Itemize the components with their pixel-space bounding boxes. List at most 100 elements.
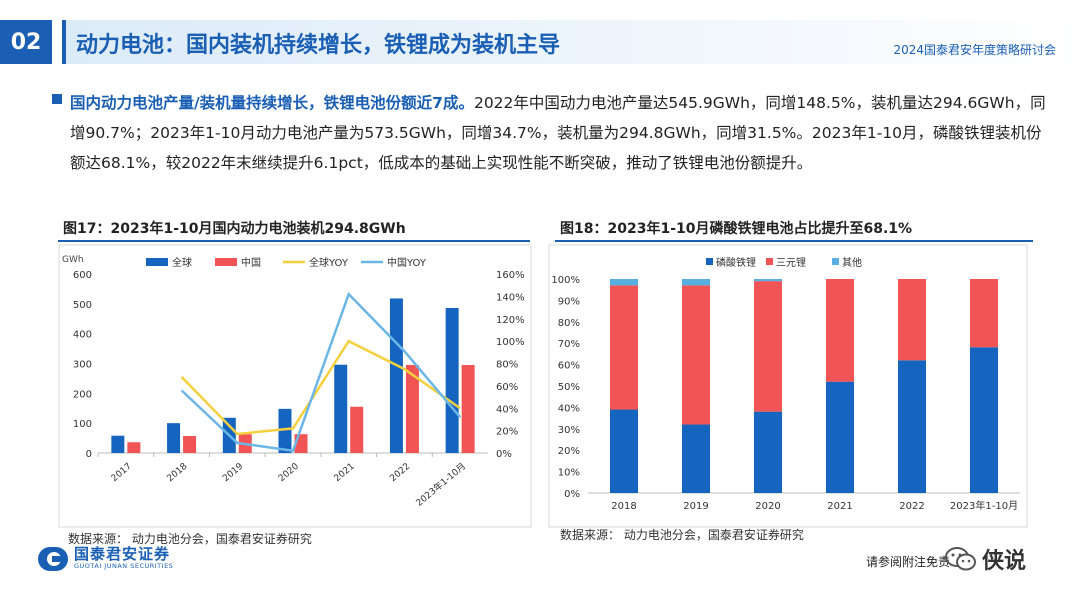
section-number-badge: 02 xyxy=(0,20,52,64)
chart18-bar-其他 xyxy=(610,279,638,286)
chart17-ytick-right: 0% xyxy=(496,449,512,460)
chart18-legend-swatch xyxy=(832,258,839,265)
chart17-line-全球YOY xyxy=(180,339,461,436)
chart-lfp-share: 0% 10% 20% 30% 40% 50% 60% 70% 80% 90% 100% 2018 201… xyxy=(548,244,1028,528)
chart18-ytick: 80% xyxy=(558,318,580,329)
wechat-watermark: 侠说 xyxy=(944,543,1026,575)
chart17-ytick-left: 200 xyxy=(73,389,92,400)
chart18-ytick: 50% xyxy=(558,382,580,393)
logo-mark-icon xyxy=(38,546,68,571)
wechat-icon xyxy=(945,547,976,571)
page-title: 动力电池：国内装机持续增长，铁锂成为装机主导 xyxy=(76,33,561,58)
chart18-x-label: 2022 xyxy=(899,501,924,512)
chart18-bar-三元锂 xyxy=(682,285,710,425)
chart17-ytick-left: 400 xyxy=(73,330,92,341)
chart18-x-label: 2020 xyxy=(755,501,780,512)
chart18-ytick: 100% xyxy=(551,275,580,286)
chart17-legend-label: 全球YOY xyxy=(309,256,349,269)
title-bar-background xyxy=(62,20,1080,64)
chart18-bar-三元锂 xyxy=(826,279,854,382)
chart18-ytick: 20% xyxy=(558,446,580,457)
figure17-title: 图17：2023年1-10月国内动力电池装机294.8GWh xyxy=(63,221,406,237)
chart17-ytick-right: 40% xyxy=(496,404,518,415)
figure18-source: 数据来源： 动力电池分会，国泰君安证券研究 xyxy=(560,528,804,542)
chart18-bar-其他 xyxy=(682,279,710,286)
chart17-ytick-left: 500 xyxy=(73,300,92,311)
figure18-divider xyxy=(555,240,1033,242)
chart18-bar-三元锂 xyxy=(970,279,998,348)
chart18-x-label: 2018 xyxy=(611,501,636,512)
chart17-bar-中国 xyxy=(405,364,419,453)
chart17-legend-swatch xyxy=(146,258,168,266)
chart18-x-label: 2021 xyxy=(827,501,852,512)
logo-chinese-name: 国泰君安证券 xyxy=(74,545,171,563)
company-logo: 国泰君安证券 GUOTAI JUNAN SECURITIES xyxy=(38,546,173,571)
disclaimer-text: 请参阅附注免责 xyxy=(866,555,951,569)
chart17-bar-全球 xyxy=(278,408,292,453)
chart18-bar-磷酸铁锂 xyxy=(970,347,998,493)
figure18-title: 图18：2023年1-10月磷酸铁锂电池占比提升至68.1% xyxy=(560,221,913,237)
chart17-unit-label: GWh xyxy=(62,255,84,265)
logo-english-name: GUOTAI JUNAN SECURITIES xyxy=(74,562,174,570)
chart17-ytick-right: 80% xyxy=(496,360,518,371)
chart17-ytick-right: 100% xyxy=(496,337,525,348)
chart18-ytick: 60% xyxy=(558,361,580,372)
chart17-bar-全球 xyxy=(167,423,181,453)
chart18-bar-磷酸铁锂 xyxy=(682,424,710,493)
figure17-divider xyxy=(58,240,530,242)
chart18-x-label: 2023年1-10月 xyxy=(950,499,1018,512)
chart17-line-中国YOY xyxy=(180,291,462,453)
chart17-legend-label: 全球 xyxy=(172,256,192,269)
chart17-bar-全球 xyxy=(389,298,403,453)
chart17-ytick-right: 160% xyxy=(496,270,525,281)
chart18-ytick: 70% xyxy=(558,339,580,350)
chart18-bar-磷酸铁锂 xyxy=(754,411,782,493)
chart17-bar-全球 xyxy=(111,435,125,453)
chart17-bar-中国 xyxy=(350,406,364,453)
chart18-ytick: 30% xyxy=(558,425,580,436)
title-accent-bar xyxy=(62,20,66,64)
chart18-bar-磷酸铁锂 xyxy=(610,409,638,493)
bullet-square-icon xyxy=(52,94,62,104)
chart17-bar-全球 xyxy=(445,308,459,453)
chart17-ytick-left: 0 xyxy=(86,449,92,460)
chart18-bar-三元锂 xyxy=(610,285,638,410)
chart18-legend-label: 其他 xyxy=(842,256,862,269)
summary-paragraph: 国内动力电池产量/装机量持续增长，铁锂电池份额近7成。2022年中国动力电池产量… xyxy=(70,88,1055,178)
chart18-ytick: 0% xyxy=(564,489,580,500)
chart18-legend-label: 磷酸铁锂 xyxy=(716,256,756,269)
chart18-ytick: 10% xyxy=(558,468,580,479)
chart17-ytick-right: 60% xyxy=(496,382,518,393)
chart18-bar-三元锂 xyxy=(898,279,926,361)
chart18-legend-label: 三元锂 xyxy=(776,257,806,269)
chart17-frame xyxy=(58,244,532,528)
chart-battery-installations: GWh 0 100 200 300 400 500 600 0% 20% 40% 60% 80% 100%… xyxy=(58,244,532,528)
chart17-ytick-right: 20% xyxy=(496,427,518,438)
chart17-ytick-left: 600 xyxy=(73,270,92,281)
chart17-ytick-right: 140% xyxy=(496,292,525,303)
chart18-bar-三元锂 xyxy=(754,281,782,412)
chart17-legend-swatch xyxy=(215,258,237,266)
chart18-ytick: 40% xyxy=(558,403,580,414)
figure17-source: 数据来源： 动力电池分会，国泰君安证券研究 xyxy=(68,532,312,546)
chart17-bar-中国 xyxy=(461,364,475,453)
chart18-bar-其他 xyxy=(754,279,782,282)
chart18-legend-swatch xyxy=(766,258,773,265)
chart17-ytick-left: 300 xyxy=(73,360,92,371)
wechat-account-name: 侠说 xyxy=(982,549,1027,574)
meeting-name: 2024国泰君安年度策略研讨会 xyxy=(893,43,1056,57)
chart17-legend-label: 中国YOY xyxy=(387,256,427,269)
chart18-bar-磷酸铁锂 xyxy=(826,381,854,493)
chart18-legend-swatch xyxy=(706,258,713,265)
chart18-ytick: 90% xyxy=(558,296,580,307)
summary-body: 2022年中国动力电池产量达545.9GWh，同增148.5%，装机量达294.… xyxy=(70,94,1046,172)
chart17-ytick-right: 120% xyxy=(496,315,525,326)
chart17-ytick-left: 100 xyxy=(73,419,92,430)
chart18-x-label: 2019 xyxy=(683,501,708,512)
chart17-bar-中国 xyxy=(183,435,197,453)
summary-highlight: 国内动力电池产量/装机量持续增长，铁锂电池份额近7成。 xyxy=(70,94,474,112)
chart18-bar-磷酸铁锂 xyxy=(898,360,926,493)
chart17-bar-全球 xyxy=(334,364,348,453)
chart17-bar-中国 xyxy=(127,442,141,453)
chart17-legend-label: 中国 xyxy=(241,256,261,269)
